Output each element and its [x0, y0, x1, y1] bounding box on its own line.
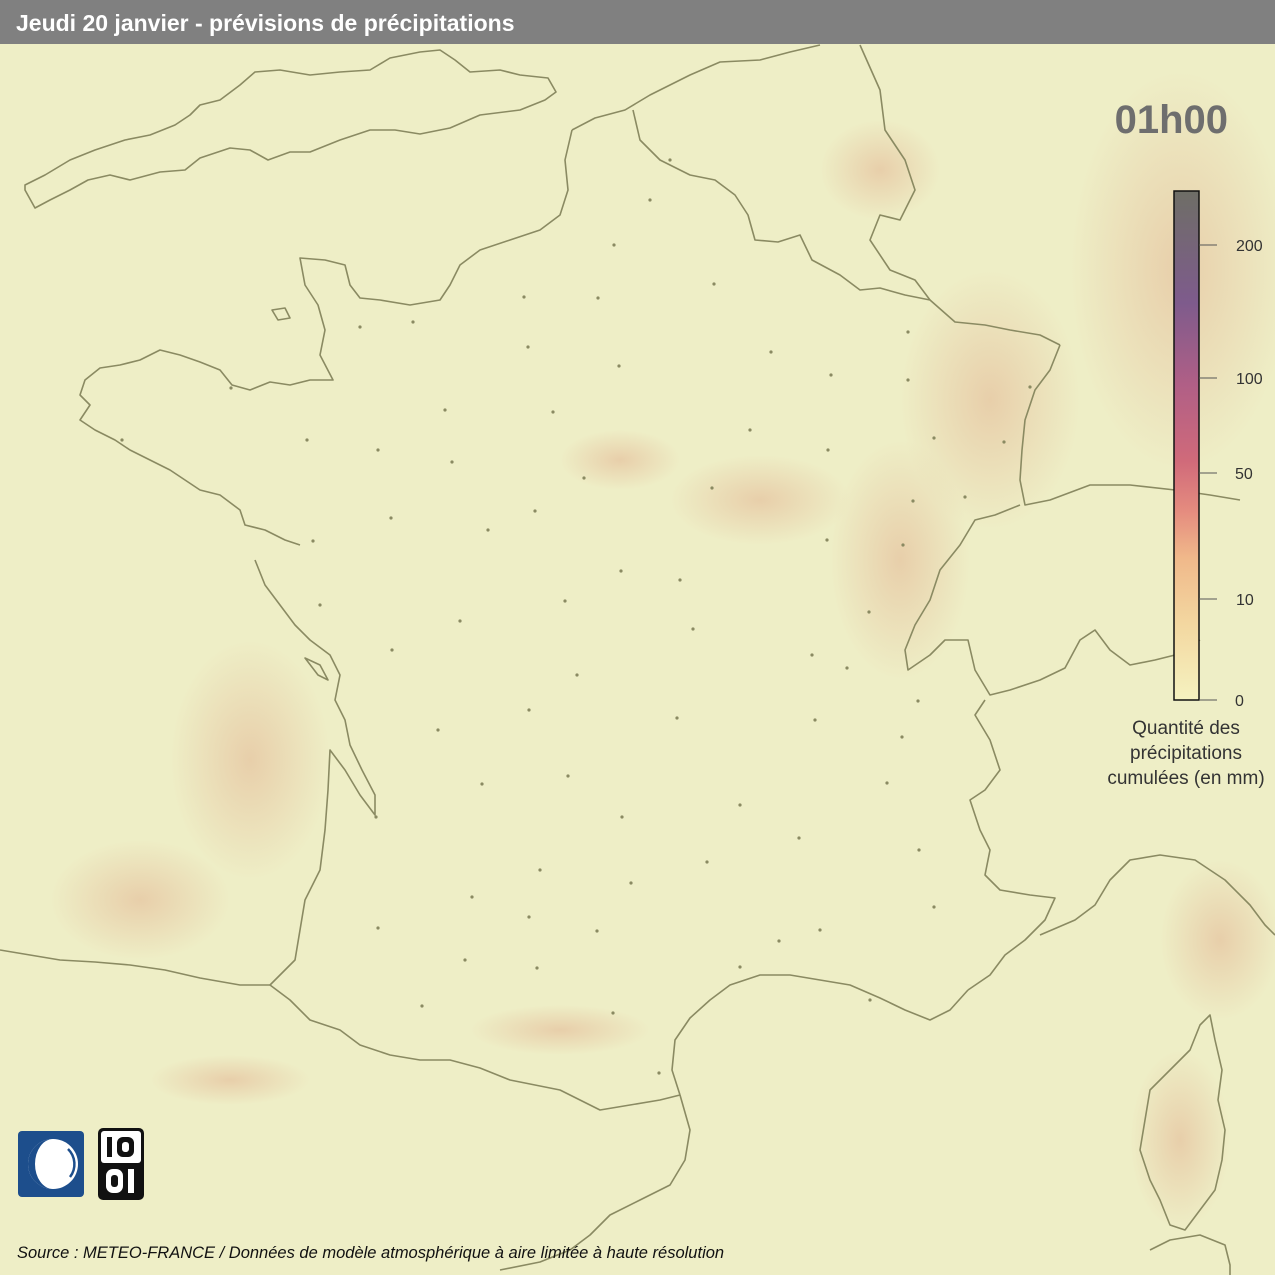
jersey-island: [271, 307, 291, 321]
france-belgium-border: [632, 109, 1061, 346]
germany-border: [859, 44, 931, 301]
forecast-time-label: 01h00: [1114, 98, 1228, 142]
sardinia-coast: [1149, 1234, 1231, 1275]
italian-coast: [1039, 854, 1275, 936]
coastlines-borders: [0, 44, 1275, 1275]
spain-north-coast: [0, 949, 270, 986]
precipitation-map: [0, 44, 1275, 1275]
legend-tick-50: 50: [1235, 466, 1253, 483]
source-credit: Source : METEO-FRANCE / Données de modèl…: [17, 1244, 725, 1262]
oleron-island: [304, 657, 329, 681]
france-italy-border: [967, 699, 1056, 991]
legend-tick-0: 0: [1235, 693, 1244, 710]
mediterranean-coast: [671, 974, 969, 1096]
terrain-relief: [50, 70, 1275, 1230]
legend-color-bar: [1173, 190, 1200, 701]
legend-title-line-2: précipitations: [1130, 743, 1242, 764]
meteo-france-logo: [18, 1131, 84, 1197]
france-north-coast: [79, 129, 573, 546]
precipitation-legend: 0 10 50 100 200: [1173, 190, 1263, 710]
title-bar: Jeudi 20 janvier - prévisions de précipi…: [0, 0, 1275, 44]
legend-title-line-1: Quantité des: [1132, 718, 1240, 739]
legend-title-line-3: cumulées (en mm): [1107, 768, 1265, 789]
spain-east-coast: [499, 1094, 691, 1271]
pyrenees-border: [269, 984, 681, 1111]
city-markers: [120, 158, 1032, 1075]
legend-title: Quantité des précipitations cumulées (en…: [1097, 716, 1275, 791]
legend-tick-10: 10: [1236, 592, 1254, 609]
corsica-coast: [1139, 1014, 1226, 1231]
france-swiss-border: [904, 504, 1201, 696]
belgium-netherlands-coast: [571, 44, 821, 131]
open-data-logo: [98, 1128, 144, 1200]
england-coast: [24, 49, 557, 209]
legend-ticks: [1199, 244, 1217, 701]
legend-tick-100: 100: [1236, 371, 1263, 388]
france-west-coast: [254, 559, 376, 986]
page-title: Jeudi 20 janvier - prévisions de précipi…: [16, 10, 515, 36]
legend-tick-200: 200: [1236, 238, 1263, 255]
